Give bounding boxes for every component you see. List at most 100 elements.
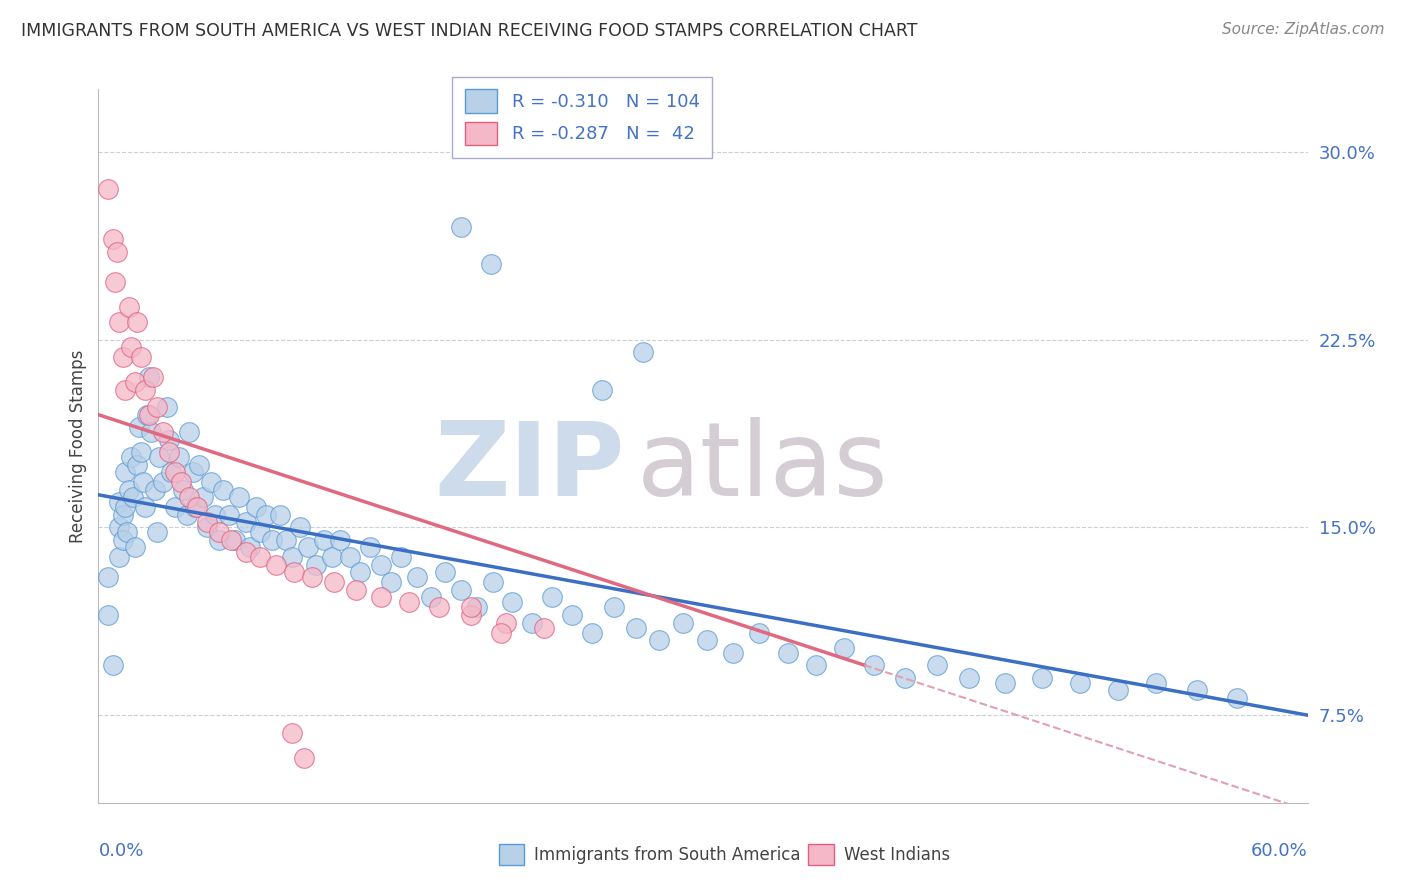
Point	[427, 600, 450, 615]
Point	[380, 575, 402, 590]
Point	[297, 541, 319, 555]
Point	[281, 550, 304, 565]
Point	[193, 491, 215, 505]
Point	[235, 516, 257, 530]
Point	[135, 408, 157, 422]
Text: 0.0%: 0.0%	[98, 842, 143, 860]
Point	[260, 533, 283, 547]
Point	[114, 383, 136, 397]
Point	[274, 533, 297, 547]
Point	[188, 458, 211, 472]
Point	[120, 450, 142, 465]
Point	[481, 257, 503, 271]
Point	[142, 370, 165, 384]
Point	[138, 370, 160, 384]
Point	[321, 550, 343, 565]
Point	[349, 566, 371, 580]
Point	[591, 383, 613, 397]
Point	[107, 520, 129, 534]
Point	[157, 445, 180, 459]
Point	[146, 525, 169, 540]
Point	[245, 500, 267, 515]
Text: atlas: atlas	[637, 417, 889, 518]
Point	[160, 465, 183, 479]
Point	[370, 558, 392, 572]
Point	[101, 658, 124, 673]
Point	[434, 566, 457, 580]
Point	[370, 591, 392, 605]
Point	[118, 300, 141, 314]
Point	[863, 658, 886, 673]
Point	[179, 425, 201, 440]
Point	[195, 516, 218, 530]
Point	[97, 570, 120, 584]
Point	[329, 533, 352, 547]
Point	[339, 550, 361, 565]
Point	[111, 508, 134, 522]
Point	[101, 232, 124, 246]
Point	[460, 607, 482, 622]
Point	[163, 465, 186, 479]
Point	[107, 495, 129, 509]
Point	[163, 500, 186, 515]
Point	[696, 633, 718, 648]
Point	[957, 671, 980, 685]
Point	[491, 625, 513, 640]
Point	[129, 350, 152, 364]
Point	[176, 508, 198, 522]
Point	[221, 533, 243, 547]
Point	[157, 433, 180, 447]
Text: IMMIGRANTS FROM SOUTH AMERICA VS WEST INDIAN RECEIVING FOOD STAMPS CORRELATION C: IMMIGRANTS FROM SOUTH AMERICA VS WEST IN…	[21, 22, 918, 40]
Point	[128, 420, 150, 434]
Point	[120, 340, 142, 354]
Point	[200, 475, 222, 490]
Point	[97, 182, 120, 196]
Point	[748, 625, 770, 640]
Point	[405, 570, 427, 584]
Point	[533, 621, 555, 635]
Point	[134, 500, 156, 515]
Point	[631, 345, 654, 359]
Point	[626, 621, 648, 635]
Point	[124, 375, 146, 389]
Point	[170, 475, 193, 490]
Point	[420, 591, 443, 605]
Point	[281, 725, 304, 739]
Point	[603, 600, 626, 615]
Point	[184, 500, 207, 515]
Point	[105, 244, 128, 259]
Point	[994, 675, 1017, 690]
Point	[218, 508, 240, 522]
Point	[125, 458, 148, 472]
Point	[804, 658, 827, 673]
Point	[465, 600, 488, 615]
Point	[125, 315, 148, 329]
Point	[181, 465, 204, 479]
Point	[152, 425, 174, 440]
Text: Source: ZipAtlas.com: Source: ZipAtlas.com	[1222, 22, 1385, 37]
Point	[501, 595, 523, 609]
Point	[389, 550, 412, 565]
Point	[254, 508, 277, 522]
Point	[398, 595, 420, 609]
Point	[581, 625, 603, 640]
Point	[450, 582, 472, 597]
Point	[208, 525, 231, 540]
Point	[143, 483, 166, 497]
Point	[239, 541, 262, 555]
Point	[146, 400, 169, 414]
Point	[156, 400, 179, 414]
Point	[132, 475, 155, 490]
Point	[195, 520, 218, 534]
Point	[228, 491, 250, 505]
Point	[212, 483, 235, 497]
Point	[114, 500, 136, 515]
Point	[204, 508, 226, 522]
Y-axis label: Receiving Food Stamps: Receiving Food Stamps	[69, 350, 87, 542]
Point	[186, 500, 208, 515]
Point	[134, 383, 156, 397]
Point	[482, 575, 505, 590]
Point	[540, 591, 562, 605]
Point	[172, 483, 194, 497]
Point	[121, 491, 143, 505]
